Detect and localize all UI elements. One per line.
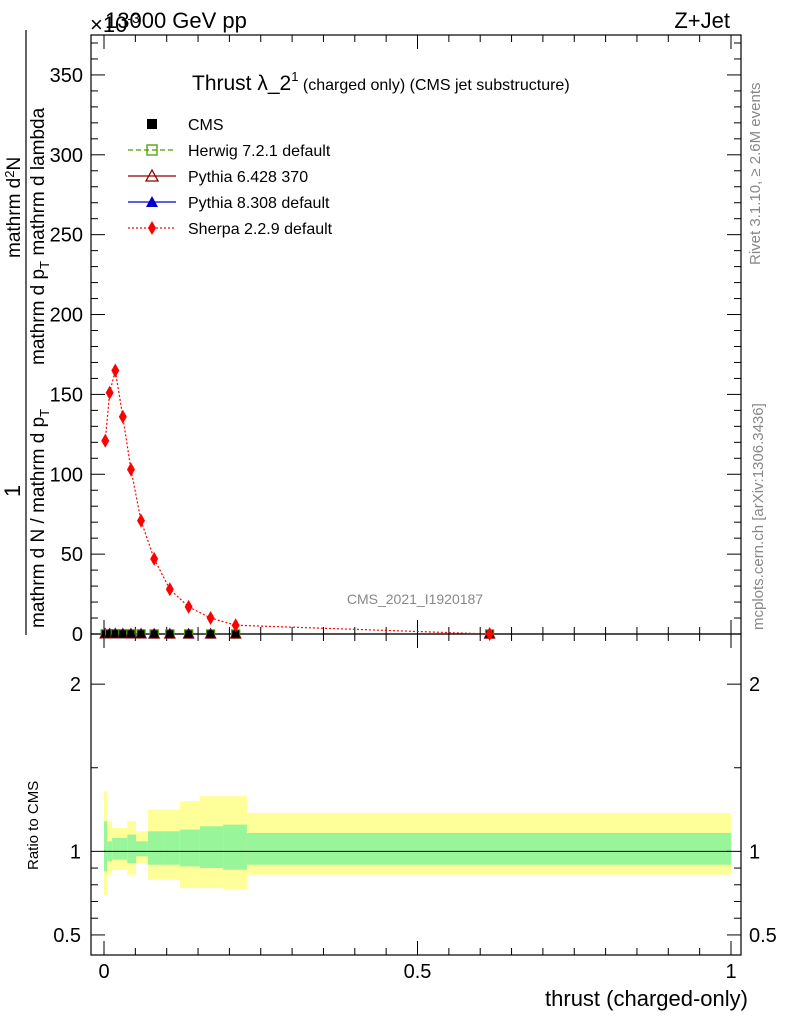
mcplots-label: mcplots.cern.ch [arXiv:1306.3436] bbox=[750, 403, 767, 630]
band-inner-bin bbox=[127, 834, 136, 864]
legend-marker bbox=[146, 144, 158, 156]
legend-marker bbox=[146, 196, 158, 207]
cms-point bbox=[150, 630, 158, 638]
ratio-tick-label-right: 1 bbox=[749, 841, 760, 863]
band-inner-bin bbox=[112, 837, 120, 860]
x-axis-label: thrust (charged-only) bbox=[545, 986, 748, 1011]
cms-point bbox=[106, 630, 114, 638]
sherpa-point bbox=[206, 611, 215, 626]
band-inner-bin bbox=[199, 826, 224, 869]
band-inner-bin bbox=[179, 829, 200, 867]
sherpa-point bbox=[101, 433, 110, 448]
svg-text:1: 1 bbox=[0, 485, 25, 497]
sherpa-point bbox=[150, 551, 159, 566]
ratio-tick-label-right: 0.5 bbox=[749, 925, 777, 947]
header-right: Z+Jet bbox=[674, 8, 730, 33]
ratio-tick-label: 1 bbox=[70, 841, 81, 863]
band-inner-bin bbox=[135, 841, 148, 857]
sherpa-point bbox=[105, 385, 114, 400]
cms-point bbox=[111, 630, 119, 638]
cms-point bbox=[127, 630, 135, 638]
legend-label: Herwig 7.2.1 default bbox=[188, 143, 331, 160]
band-inner-bin bbox=[104, 821, 108, 872]
y-axis-label-ratio: Ratio to CMS bbox=[25, 781, 42, 870]
band-inner-bin bbox=[147, 831, 164, 865]
sherpa-point bbox=[126, 462, 135, 477]
x-tick-label: 0.5 bbox=[404, 961, 432, 983]
data-series bbox=[99, 363, 496, 641]
plot-title: Thrust λ_21 (charged only) (CMS jet subs… bbox=[192, 69, 570, 95]
y-axis-label-main: 1 mathrm d N / mathrm d pT mathrm d2N ma… bbox=[0, 30, 52, 635]
legend-label: Pythia 8.308 default bbox=[188, 195, 330, 212]
sherpa-point bbox=[165, 582, 174, 597]
y-tick-label: 350 bbox=[50, 65, 83, 87]
band-inner-bin bbox=[163, 831, 180, 865]
y-tick-label: 0 bbox=[72, 624, 83, 646]
svg-text:mathrm d N / mathrm d pT: mathrm d N / mathrm d pT bbox=[28, 409, 52, 628]
legend-marker bbox=[147, 119, 157, 129]
cms-point bbox=[185, 630, 193, 638]
cms-point bbox=[119, 630, 127, 638]
sherpa-point bbox=[184, 599, 193, 614]
x-tick-label: 0 bbox=[98, 961, 109, 983]
svg-text:mathrm d2N: mathrm d2N bbox=[2, 157, 25, 258]
axis-ticks: 0 50 100 150 200 250 300 350 0 0.5 1 0.5 0.5 1 1 2 2 bbox=[50, 35, 777, 983]
ratio-tick-label: 0.5 bbox=[53, 925, 81, 947]
band-inner-bin bbox=[246, 832, 731, 865]
sherpa-point bbox=[136, 513, 145, 528]
sherpa-point bbox=[231, 618, 240, 633]
sherpa-point bbox=[118, 409, 127, 424]
cms-point bbox=[232, 630, 240, 638]
legend-marker bbox=[148, 221, 156, 235]
sherpa-point bbox=[111, 363, 120, 378]
ratio-plot-frame bbox=[90, 633, 742, 956]
sherpa-point bbox=[485, 627, 494, 641]
legend-label: Pythia 6.428 370 bbox=[188, 169, 308, 186]
cms-point bbox=[207, 630, 215, 638]
legend-label: CMS bbox=[188, 117, 224, 134]
band-inner-bin bbox=[223, 824, 247, 870]
legend-label: Sherpa 2.2.9 default bbox=[188, 221, 333, 238]
ratio-tick-label-right: 2 bbox=[749, 674, 760, 696]
rivet-label: Rivet 3.1.10, ≥ 2.6M events bbox=[747, 83, 764, 266]
exponent-label: ×10-3 bbox=[90, 10, 140, 37]
y-tick-label: 100 bbox=[50, 464, 83, 486]
x-tick-label: 1 bbox=[725, 961, 736, 983]
sherpa-line bbox=[104, 370, 490, 635]
cms-point bbox=[137, 630, 145, 638]
y-tick-label: 150 bbox=[50, 384, 83, 406]
header-left: 13000 GeV pp bbox=[105, 8, 247, 33]
ratio-tick-label: 2 bbox=[70, 674, 81, 696]
y-tick-label: 200 bbox=[50, 305, 83, 327]
analysis-watermark: CMS_2021_I1920187 bbox=[347, 591, 483, 607]
svg-text:mathrm d pT mathrm d lambda: mathrm d pT mathrm d lambda bbox=[28, 107, 52, 365]
ratio-bands bbox=[104, 791, 731, 895]
legend: CMS Herwig 7.2.1 default Pythia 6.428 370 P… bbox=[128, 117, 333, 238]
band-inner-bin bbox=[119, 837, 128, 860]
cms-point bbox=[166, 630, 174, 638]
y-tick-label: 50 bbox=[61, 544, 83, 566]
plot-frames bbox=[90, 34, 742, 956]
legend-marker bbox=[144, 168, 160, 182]
y-tick-label: 300 bbox=[50, 145, 83, 167]
y-tick-label: 250 bbox=[50, 225, 83, 247]
